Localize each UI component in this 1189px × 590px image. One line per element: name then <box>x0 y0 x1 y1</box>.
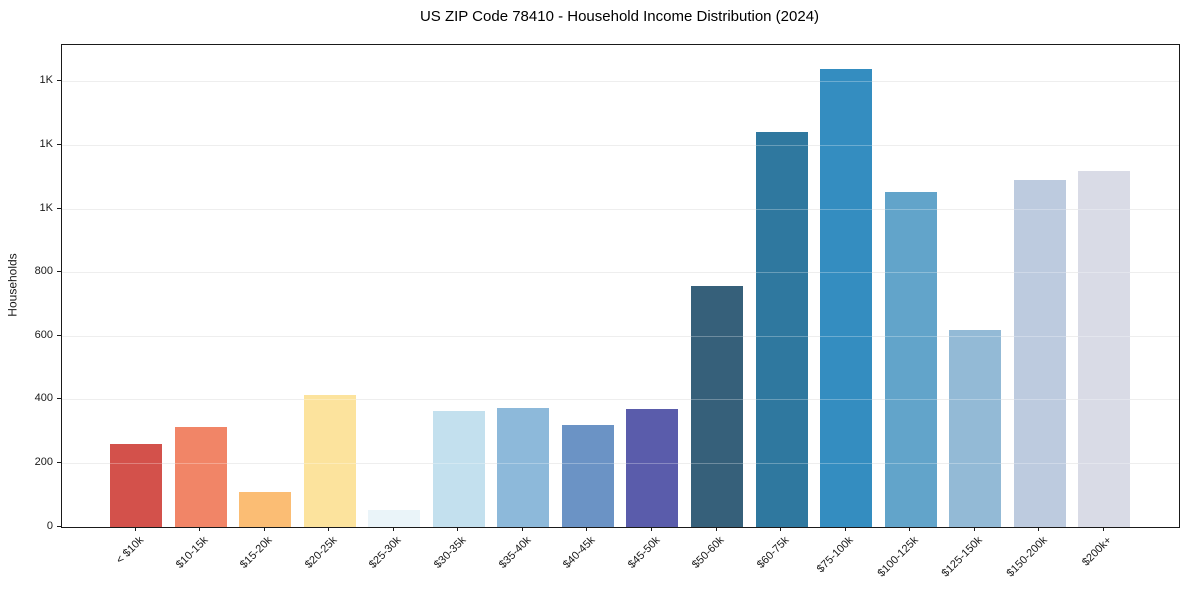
gridline-overlay-y-200 <box>62 462 1179 464</box>
gridline-overlay-y-1000 <box>62 208 1179 210</box>
x-tick-label-14: $150-200k <box>1004 534 1050 580</box>
y-tick-mark-800 <box>57 271 61 273</box>
y-tick-label-800: 800 <box>34 265 53 278</box>
x-tick-mark-13 <box>973 527 975 531</box>
gridline-y-400 <box>62 399 1179 401</box>
bar-50-60k <box>691 286 744 527</box>
y-tick-label-400: 400 <box>34 392 53 405</box>
plot-area <box>61 44 1180 528</box>
gridline-y-600 <box>62 335 1179 337</box>
bar-40-45k <box>561 424 614 527</box>
y-tick-label-200: 200 <box>34 455 53 468</box>
x-tick-label-6: $35-40k <box>496 534 534 571</box>
x-tick-mark-14 <box>1038 527 1040 531</box>
y-tick-label-1200: 1K <box>39 137 53 150</box>
gridline-overlay-y-1200 <box>62 144 1179 146</box>
x-tick-mark-15 <box>1102 527 1104 531</box>
bar-30-35k <box>432 410 485 527</box>
x-tick-mark-8 <box>650 527 652 531</box>
bar-10-15k <box>174 426 227 527</box>
y-tick-mark-1200 <box>57 143 61 145</box>
x-tick-mark-10 <box>780 527 782 531</box>
x-tick-mark-12 <box>909 527 911 531</box>
x-tick-mark-11 <box>844 527 846 531</box>
y-tick-mark-0 <box>57 525 61 527</box>
gridline-y-800 <box>62 272 1179 274</box>
bar-200k <box>1078 170 1131 527</box>
bar-10k <box>110 444 162 527</box>
x-tick-label-9: $50-60k <box>690 534 727 571</box>
y-tick-mark-600 <box>57 334 61 336</box>
x-tick-label-5: $30-35k <box>431 534 469 571</box>
x-tick-mark-0 <box>134 527 136 531</box>
bar-125-150k <box>949 329 1002 527</box>
gridline-overlay-y-1400 <box>62 81 1179 83</box>
y-tick-mark-1400 <box>57 80 61 82</box>
gridline-y-1400 <box>62 81 1179 83</box>
gridline-y-1200 <box>62 144 1179 146</box>
bar-20-25k <box>303 394 356 527</box>
bar-60-75k <box>755 131 808 527</box>
x-tick-label-7: $40-45k <box>561 534 598 571</box>
bar-35-40k <box>497 407 550 527</box>
y-tick-mark-400 <box>57 398 61 400</box>
x-tick-label-2: $15-20k <box>238 534 275 571</box>
bar-25-30k <box>368 510 421 527</box>
x-tick-label-10: $60-75k <box>754 534 792 571</box>
y-tick-label-1400: 1K <box>39 74 53 87</box>
y-axis-label: Households <box>6 253 20 317</box>
x-tick-mark-4 <box>392 527 394 531</box>
y-tick-label-600: 600 <box>34 328 53 341</box>
x-tick-label-4: $25-30k <box>367 534 405 571</box>
x-tick-label-15: $200k+ <box>1079 534 1115 569</box>
bar-15-20k <box>239 492 292 527</box>
gridline-overlay-y-800 <box>62 272 1179 274</box>
gridline-y-1000 <box>62 208 1179 210</box>
x-tick-mark-7 <box>586 527 588 531</box>
x-tick-label-13: $125-150k <box>939 534 986 580</box>
y-tick-mark-200 <box>57 461 61 463</box>
x-tick-label-11: $75-100k <box>815 534 856 576</box>
x-tick-label-3: $20-25k <box>302 534 340 571</box>
x-tick-label-1: $10-15k <box>173 534 211 571</box>
x-tick-mark-2 <box>263 527 265 531</box>
gridline-overlay-y-400 <box>62 399 1179 401</box>
bar-150-200k <box>1013 179 1066 527</box>
y-tick-label-1000: 1K <box>39 201 53 214</box>
y-tick-mark-1000 <box>57 207 61 209</box>
x-tick-label-0: < $10k <box>113 534 146 567</box>
x-tick-mark-3 <box>328 527 330 531</box>
x-tick-label-12: $100-125k <box>875 534 921 580</box>
bar-45-50k <box>626 409 679 527</box>
y-tick-label-0: 0 <box>46 519 53 532</box>
x-tick-label-8: $45-50k <box>625 534 663 571</box>
x-tick-mark-1 <box>199 527 201 531</box>
x-tick-mark-5 <box>457 527 459 531</box>
bar-75-100k <box>820 69 873 527</box>
bar-100-125k <box>884 191 937 527</box>
x-tick-mark-6 <box>521 527 523 531</box>
gridline-y-200 <box>62 462 1179 464</box>
x-tick-mark-9 <box>715 527 717 531</box>
chart-title: US ZIP Code 78410 - Household Income Dis… <box>419 8 820 25</box>
gridline-overlay-y-600 <box>62 335 1179 337</box>
